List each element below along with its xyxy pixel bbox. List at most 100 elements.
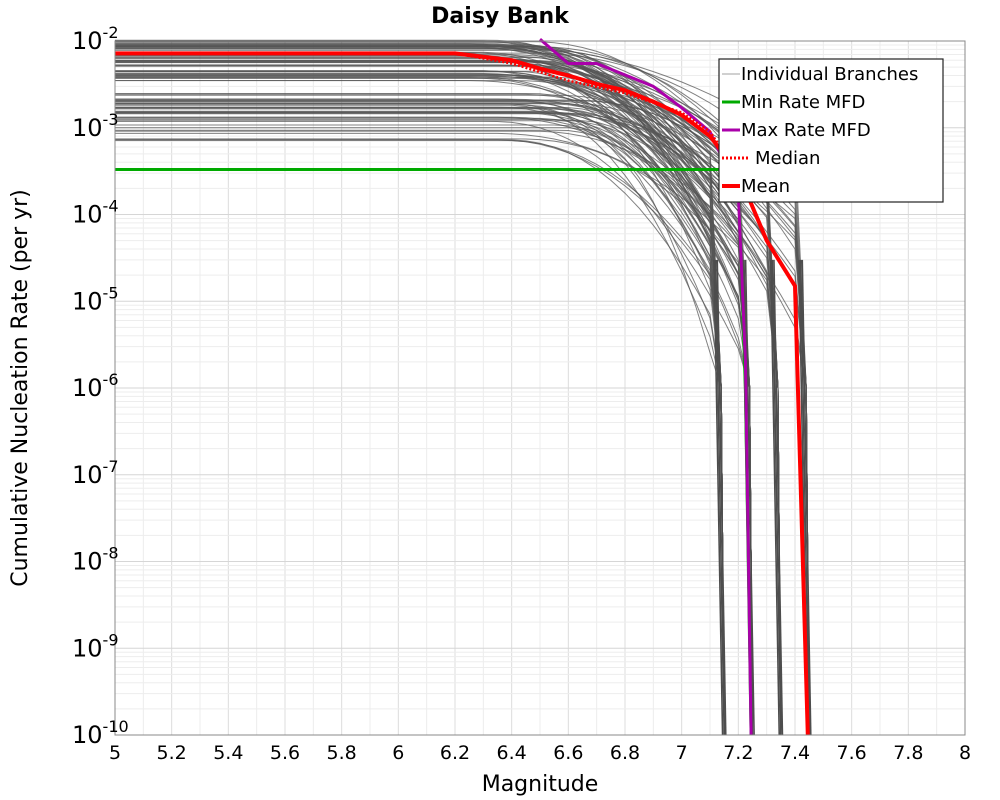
y-tick-base: 10 <box>72 374 103 402</box>
branch-line <box>115 71 753 736</box>
x-tick-label: 6 <box>392 742 404 764</box>
branch-line <box>115 64 753 736</box>
y-tick-exponent: -6 <box>103 370 119 389</box>
y-tick-label: 10-9 <box>72 630 119 662</box>
x-tick-label: 8 <box>959 742 971 764</box>
branch-cutoff-line <box>799 259 810 736</box>
branch-line <box>115 120 753 736</box>
branch-line <box>115 61 725 736</box>
y-tick-exponent: -10 <box>103 717 129 736</box>
branch-line <box>115 108 782 736</box>
branch-line <box>115 107 753 736</box>
y-tick-exponent: -4 <box>103 197 119 216</box>
x-tick-label: 5.2 <box>157 742 187 764</box>
x-tick-label: 5.6 <box>270 742 300 764</box>
branch-cutoff-line <box>714 259 725 736</box>
branch-line <box>115 138 753 736</box>
y-tick-exponent: -9 <box>103 630 119 649</box>
branch-line <box>115 112 782 736</box>
y-tick-exponent: -2 <box>103 23 119 42</box>
y-tick-label: 10-3 <box>72 110 119 142</box>
branch-cutoff-line <box>773 259 784 736</box>
branch-cutoff-line <box>769 259 781 736</box>
x-tick-label: 7.6 <box>837 742 867 764</box>
branch-line <box>115 60 810 736</box>
x-tick-label: 5.8 <box>327 742 357 764</box>
y-tick-base: 10 <box>72 201 103 229</box>
branch-line <box>115 104 725 736</box>
branch-line <box>115 57 725 736</box>
y-axis-label: Cumulative Nucleation Rate (per yr) <box>8 189 33 587</box>
y-tick-label: 10-2 <box>72 23 119 55</box>
y-tick-base: 10 <box>72 461 103 489</box>
y-tick-exponent: -3 <box>103 110 119 129</box>
branch-line <box>115 139 725 736</box>
x-tick-label: 7.2 <box>723 742 753 764</box>
branch-line <box>115 139 725 736</box>
y-tick-label: 10-10 <box>72 717 129 749</box>
max-rate-mfd-line <box>539 38 753 736</box>
branch-cutoff-line <box>801 259 812 736</box>
branch-line <box>115 77 782 736</box>
branch-line <box>115 113 753 736</box>
legend-box <box>718 58 944 203</box>
branch-line <box>115 70 725 736</box>
legend: Individual Branches Min Rate MFD Max Rat… <box>718 58 944 203</box>
branch-line <box>115 127 725 736</box>
y-tick-exponent: -7 <box>103 457 119 476</box>
branch-line <box>115 110 725 736</box>
x-tick-label: 7.8 <box>893 742 923 764</box>
branch-line <box>115 43 725 736</box>
legend-label-min-rate-mfd: Min Rate MFD <box>741 92 865 113</box>
y-tick-base: 10 <box>72 634 103 662</box>
branch-cutoff-line <box>771 259 782 736</box>
x-tick-label: 6.4 <box>497 742 527 764</box>
x-axis-ticks: 5 5.2 5.4 5.6 5.8 6 6.2 6.4 6.6 6.8 7 7.2 7.4 7.6 7.8 8 <box>109 742 971 764</box>
x-tick-label: 5 <box>109 742 121 764</box>
y-tick-label: 10-7 <box>72 457 119 489</box>
branch-line <box>115 41 782 736</box>
y-tick-label: 10-4 <box>72 197 119 229</box>
mean-line <box>115 51 810 736</box>
y-tick-label: 10-5 <box>72 283 119 315</box>
x-tick-label: 7 <box>676 742 688 764</box>
legend-label-median: Median <box>755 148 820 169</box>
y-tick-base: 10 <box>72 721 103 749</box>
branch-line <box>115 72 782 736</box>
branch-line <box>115 124 753 736</box>
y-tick-base: 10 <box>72 114 103 142</box>
branch-cutoff-line <box>713 259 724 736</box>
branch-line <box>115 76 753 736</box>
x-tick-label: 6.6 <box>553 742 583 764</box>
branch-line <box>115 73 782 736</box>
branch-line <box>115 47 753 736</box>
branch-line <box>115 99 810 736</box>
y-tick-base: 10 <box>72 27 103 55</box>
branch-line <box>115 118 810 736</box>
y-tick-label: 10-6 <box>72 370 119 402</box>
branch-line <box>115 80 753 736</box>
y-axis-ticks: 10-210-310-410-510-610-710-810-910-10 <box>72 23 129 749</box>
legend-label-mean: Mean <box>741 176 790 197</box>
legend-label-max-rate-mfd: Max Rate MFD <box>741 120 871 141</box>
x-tick-label: 6.2 <box>440 742 470 764</box>
y-tick-exponent: -8 <box>103 544 119 563</box>
plot-border <box>114 40 966 736</box>
y-tick-base: 10 <box>72 287 103 315</box>
x-tick-label: 7.4 <box>780 742 810 764</box>
legend-label-individual-branches: Individual Branches <box>741 64 918 85</box>
y-tick-base: 10 <box>72 548 103 576</box>
branch-cutoff-line <box>744 259 755 736</box>
branch-line <box>115 61 753 736</box>
branch-line <box>115 100 782 736</box>
x-tick-label: 5.4 <box>213 742 243 764</box>
branch-line <box>115 116 782 736</box>
y-tick-label: 10-8 <box>72 544 119 576</box>
branch-cutoff-line <box>716 259 727 736</box>
x-tick-label: 6.8 <box>610 742 640 764</box>
branch-line <box>115 101 753 736</box>
branch-line <box>115 129 753 736</box>
y-tick-exponent: -5 <box>103 283 119 302</box>
chart-title: Daisy Bank <box>431 4 570 29</box>
